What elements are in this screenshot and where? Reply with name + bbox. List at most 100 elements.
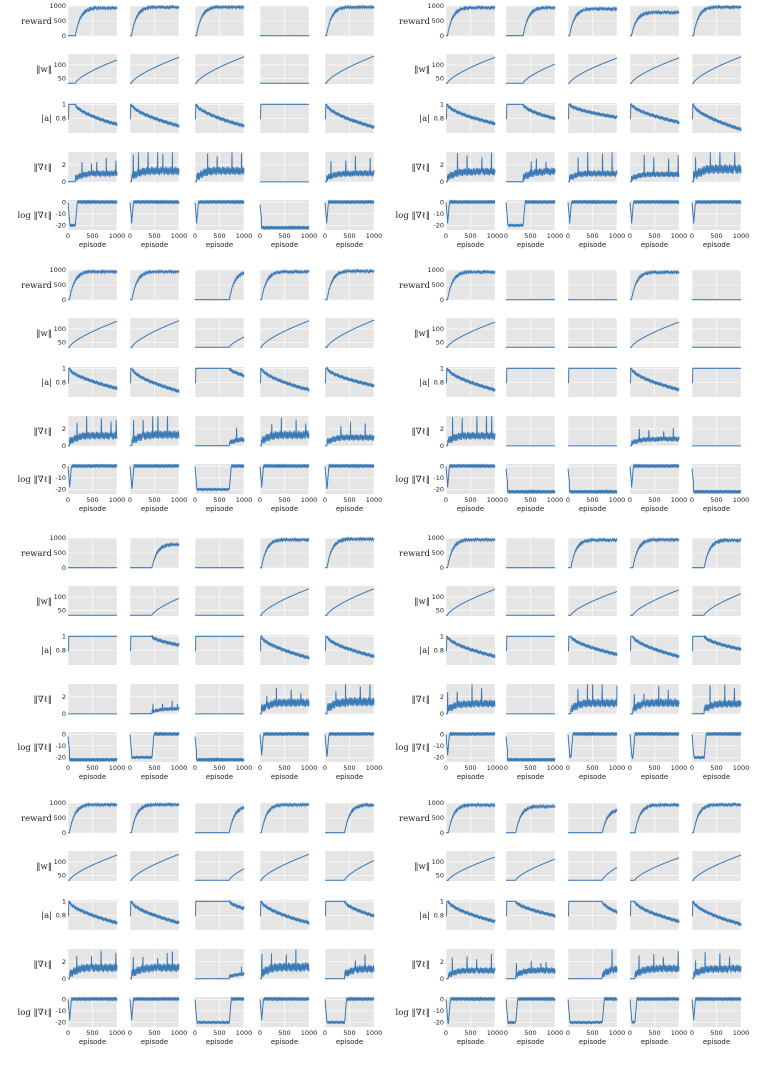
x-tick-label: 1000 — [109, 496, 126, 504]
series-line — [568, 103, 618, 120]
series-line — [445, 802, 496, 834]
x-axis-label: episode — [457, 505, 484, 513]
x-axis-label: episode — [641, 1038, 668, 1046]
panel-G-run1-w: 50 100‖w‖ — [36, 851, 118, 881]
y-tick-label: 0 — [62, 564, 66, 572]
series-line — [629, 802, 680, 835]
series-line — [194, 805, 245, 834]
y-tick-label: 0 — [62, 442, 66, 450]
panel-C-run4-g — [259, 416, 310, 447]
panel-H-run5-g — [691, 949, 742, 980]
series-line — [68, 854, 118, 881]
series-line — [129, 996, 180, 1021]
series-line — [195, 635, 244, 652]
series-line — [506, 900, 556, 918]
panel-B-run1-reward: 0 500 1000 reward — [399, 2, 496, 40]
panel-A-run5-g — [324, 152, 375, 183]
series-line — [567, 684, 618, 715]
panel-C-run5-w — [324, 318, 375, 348]
panel-E-run1-w: 50 100‖w‖ — [36, 586, 118, 616]
x-tick-label: 0 — [193, 1029, 197, 1037]
y-tick-label: 500 — [54, 17, 66, 25]
series-line — [194, 270, 245, 301]
panel-D-run2-w — [505, 318, 556, 348]
y-axis-label: ‖∇ℓ‖ — [411, 163, 430, 173]
series-line — [260, 635, 310, 660]
panel-B-run2-reward — [505, 5, 556, 37]
y-tick-label: 100 — [54, 61, 66, 69]
x-axis-label: episode — [336, 1038, 363, 1046]
y-axis-label: ‖w‖ — [414, 329, 430, 339]
x-axis-label: episode — [517, 241, 544, 249]
panel-D-run5-g — [691, 416, 742, 447]
series-line — [259, 801, 310, 834]
y-tick-label: -10 — [55, 742, 66, 750]
series-line — [130, 700, 180, 715]
series-line — [629, 996, 680, 1024]
y-tick-label: 1 — [62, 632, 66, 640]
panel-D-run1-reward: 0 500 1000 reward — [399, 266, 496, 304]
panel-D-run4-w — [629, 318, 680, 348]
x-tick-label: 0 — [444, 1029, 448, 1037]
y-tick-label: 1 — [440, 897, 444, 905]
x-tick-label: 0 — [628, 496, 632, 504]
series-line — [129, 416, 180, 447]
series-line — [130, 853, 180, 881]
x-tick-label: 500 — [343, 496, 355, 504]
x-tick-label: 500 — [148, 764, 160, 772]
series-line — [445, 4, 496, 37]
series-line — [629, 199, 680, 224]
x-tick-label: 0 — [504, 496, 508, 504]
panel-G-run2-a — [129, 900, 180, 930]
series-line — [194, 199, 245, 224]
panel-F-run1-reward: 0 500 1000 reward — [399, 534, 496, 572]
y-tick-label: 2 — [62, 958, 66, 966]
panel-E-run4-g — [259, 684, 310, 715]
y-axis-label: |a| — [41, 378, 52, 388]
series-line — [129, 268, 180, 301]
series-line — [446, 953, 496, 980]
x-tick-label: 1000 — [487, 232, 504, 240]
x-tick-label: 0 — [444, 764, 448, 772]
panel-F-run2-w — [505, 586, 556, 616]
x-tick-label: 500 — [278, 496, 290, 504]
x-tick-label: 1000 — [609, 232, 626, 240]
y-tick-label: 0 — [62, 198, 66, 206]
x-tick-label: 500 — [148, 232, 160, 240]
panel-F-run4-reward — [629, 536, 680, 569]
x-tick-label: 500 — [213, 496, 225, 504]
y-axis-label: reward — [399, 814, 431, 824]
panel-C-run5-reward — [324, 268, 375, 301]
y-tick-label: -20 — [55, 221, 66, 229]
y-axis-label: reward — [399, 549, 431, 559]
series-line — [194, 427, 245, 447]
panel-F-run1-a: 0.8 1 |a| — [419, 632, 496, 665]
y-tick-label: 0 — [62, 975, 66, 983]
y-tick-label: -10 — [433, 210, 444, 218]
series-line — [691, 199, 742, 224]
panel-C-run1-reward: 0 500 1000 reward — [21, 266, 118, 304]
x-tick-label: 500 — [586, 764, 598, 772]
y-tick-label: 0.8 — [56, 115, 66, 123]
series-line — [567, 468, 618, 495]
series-line — [130, 597, 180, 616]
series-line — [692, 367, 741, 384]
y-tick-label: 0 — [440, 442, 444, 450]
panel-G-run3-w — [194, 851, 245, 881]
panel-A-run2-a — [129, 103, 180, 133]
series-line — [568, 152, 618, 183]
series-line — [259, 463, 310, 488]
panel-A-run2-reward — [129, 4, 180, 37]
panel-H-run3-w — [567, 851, 618, 881]
y-tick-label: -20 — [433, 221, 444, 229]
x-tick-label: 500 — [86, 1029, 98, 1037]
series-line — [130, 320, 180, 348]
panel-C-run4-reward — [259, 269, 310, 301]
